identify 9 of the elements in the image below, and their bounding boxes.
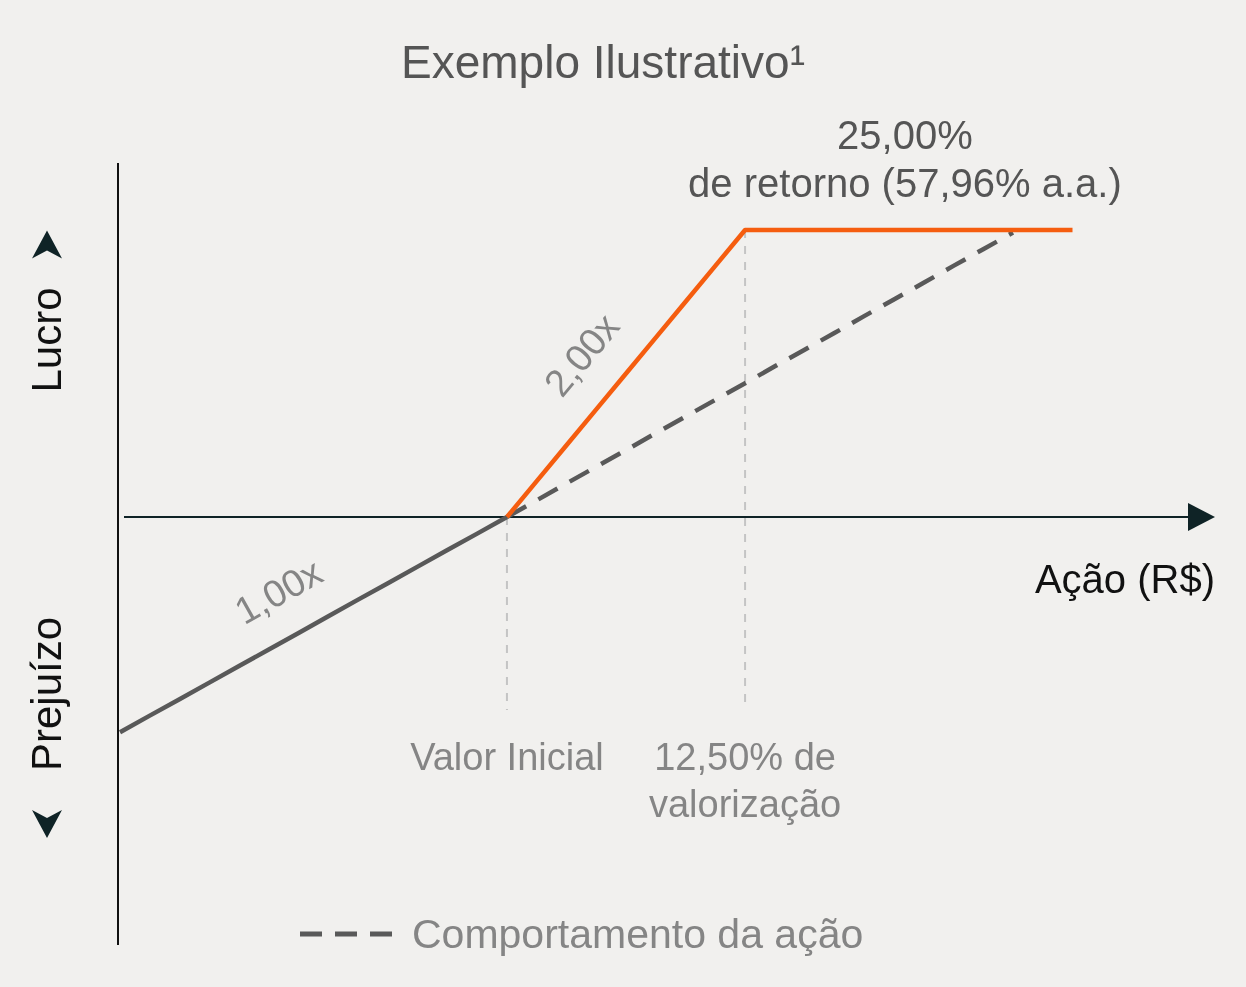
text: 25,00% de retorno (57,96% a.a.): [688, 113, 1122, 205]
text: Lucro: [23, 287, 70, 393]
chart-title: Exemplo Ilustrativo¹: [401, 36, 805, 88]
x-axis-title: Ação (R$): [1034, 557, 1215, 601]
annotation: 1,00x: [227, 550, 330, 633]
x-tick-label: Valor Inicial: [410, 736, 604, 778]
x-tick-label: 12,50% de valorização: [648, 736, 842, 825]
text: Prejuízo: [23, 616, 70, 772]
legend-label: Comportamento da ação: [412, 911, 864, 957]
